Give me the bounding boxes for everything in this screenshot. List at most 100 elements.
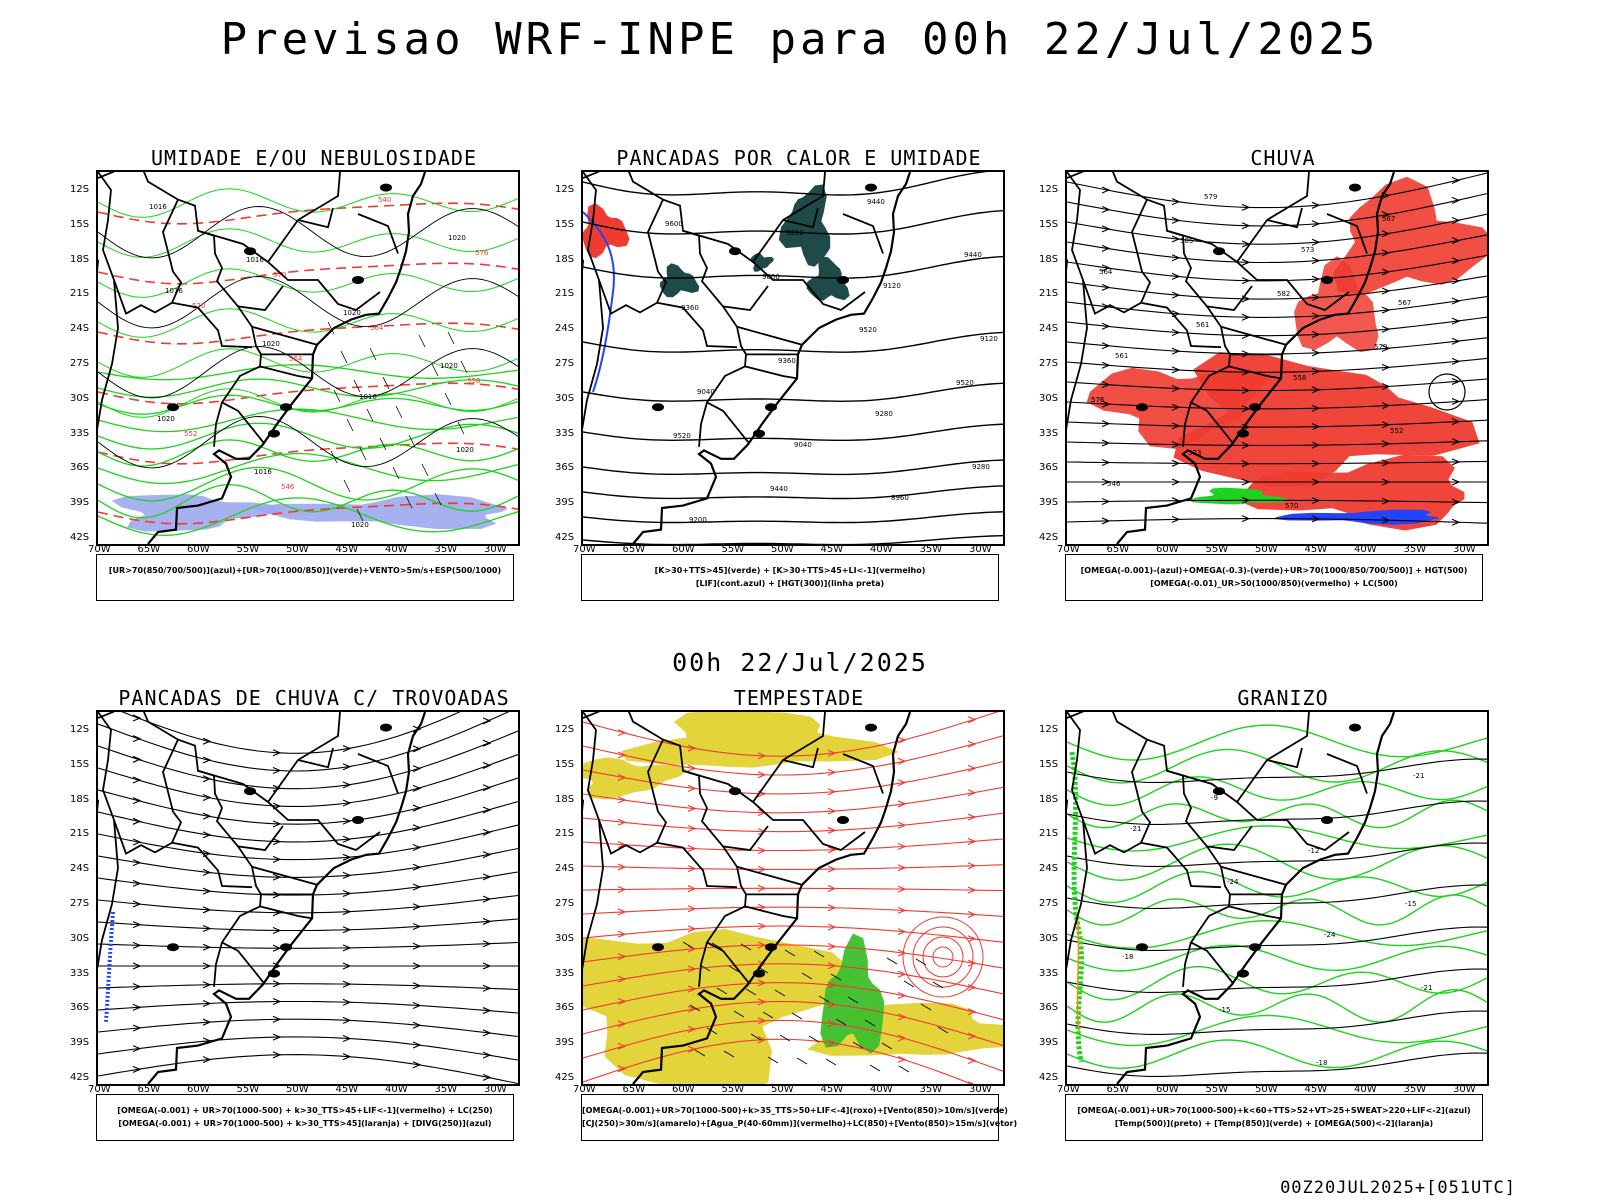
streamline-arrow xyxy=(617,1065,627,1073)
lat-tick-label: 42S xyxy=(1039,532,1059,543)
temperature-850-isotherm xyxy=(1067,799,1487,829)
streamline-arrow xyxy=(687,804,697,812)
streamline-850 xyxy=(583,1038,973,1084)
temperature-500-isotherm xyxy=(1067,1010,1487,1035)
streamline-arrow xyxy=(1311,423,1321,431)
streamline-arrow xyxy=(1381,363,1391,371)
streamline-arrow xyxy=(1101,342,1111,350)
streamline-arrow xyxy=(1241,277,1251,285)
lon-tick-label: 30W xyxy=(484,1084,507,1095)
political-border xyxy=(197,769,381,852)
streamline-500 xyxy=(1067,316,1487,337)
streamline-arrow xyxy=(412,903,422,911)
streamline-arrow xyxy=(272,838,282,846)
contour-label: 576 xyxy=(1091,396,1105,404)
streamline-arrow xyxy=(1101,478,1111,486)
wind-vector-850 xyxy=(791,1012,803,1020)
run-time-label: 00Z20JUL2025+[051UTC] xyxy=(1280,1178,1516,1198)
lat-tick-label: 36S xyxy=(1039,1002,1059,1014)
jet-stream-area xyxy=(583,929,858,1084)
lat-tick-label: 12S xyxy=(555,724,575,735)
political-border xyxy=(1266,207,1303,229)
wind-vector-850 xyxy=(903,980,915,988)
political-border xyxy=(1220,325,1287,346)
lat-tick-label: 15S xyxy=(70,218,90,230)
streamline-arrow xyxy=(342,1053,352,1061)
streamline-arrow xyxy=(482,1029,492,1037)
streamline-arrow xyxy=(757,998,767,1006)
forecast-map: 585 582 579 576 573 570 567 564 561 558 552 546 579 5… xyxy=(1065,170,1489,546)
lon-tick-label: 40W xyxy=(870,544,893,555)
political-border xyxy=(698,402,708,447)
streamline-arrow xyxy=(757,1036,767,1044)
streamline-arrow xyxy=(1451,418,1461,426)
streamline-arrow xyxy=(482,917,492,925)
temperature-500-isotherm xyxy=(1067,968,1487,993)
thickness-isoline xyxy=(98,502,518,525)
political-border xyxy=(213,402,223,447)
lat-tick-label: 21S xyxy=(1039,828,1059,840)
wind-vector xyxy=(366,408,374,422)
wind-vector-850 xyxy=(898,1065,910,1073)
thickness-isoline xyxy=(98,202,518,225)
contour-label: 567 xyxy=(1398,299,1411,307)
lon-tick-label: 35W xyxy=(434,544,458,555)
wind-vector-850 xyxy=(796,1057,808,1065)
panel-legend: [K>30+TTS>45](verde) + [K>30+TTS>45+LI<-… xyxy=(581,554,999,601)
streamline-arrow xyxy=(967,716,977,724)
lat-tick-label: 33S xyxy=(70,427,90,439)
streamline-arrow xyxy=(1451,196,1461,204)
streamline-arrow xyxy=(412,745,422,753)
political-border xyxy=(259,365,313,380)
valid-time-label: 00h 22/Jul/2025 xyxy=(672,648,928,677)
streamline-arrow xyxy=(967,837,977,845)
political-border xyxy=(297,207,334,229)
wind-vector-850 xyxy=(784,949,796,957)
lake xyxy=(380,183,392,192)
streamline-arrow xyxy=(1451,257,1461,265)
streamline-arrow xyxy=(1381,249,1391,257)
political-border xyxy=(1067,712,1152,855)
streamline-arrow xyxy=(617,975,627,983)
streamline-arrow xyxy=(967,959,977,967)
height-contour-300 xyxy=(583,535,1003,544)
streamline-arrow xyxy=(1241,460,1251,468)
streamline-arrow xyxy=(272,1051,282,1059)
panel-legend: [OMEGA(-0.001)+UR>70(1000-500)+k>35_TTS>… xyxy=(581,1094,1017,1141)
streamline-arrow xyxy=(132,755,142,763)
streamline-arrow xyxy=(897,906,907,914)
contour-label: 576 xyxy=(475,249,489,257)
political-border xyxy=(1166,229,1350,312)
streamline-arrow xyxy=(412,982,422,990)
political-border xyxy=(744,365,798,380)
streamline-arrow xyxy=(687,1025,697,1033)
wind-vector-850 xyxy=(818,995,830,1003)
lat-tick-label: 39S xyxy=(1039,1037,1059,1049)
streamline-arrow xyxy=(132,776,142,784)
streamline-arrow xyxy=(1101,361,1111,369)
lon-tick-label: 30W xyxy=(1453,544,1476,555)
lake xyxy=(1136,403,1148,412)
lake xyxy=(865,183,877,192)
contour-label: 564 xyxy=(1099,268,1113,276)
lon-tick-label: 55W xyxy=(1205,1084,1229,1095)
streamline-250 xyxy=(98,871,518,896)
streamline-500 xyxy=(1067,499,1487,504)
lon-tick-label: 30W xyxy=(969,1084,992,1095)
streamline-850 xyxy=(583,838,1003,852)
streamline-arrow xyxy=(1311,201,1321,209)
streamline-arrow xyxy=(1451,217,1461,225)
political-border xyxy=(656,301,738,349)
political-border xyxy=(698,942,708,987)
lat-tick-label: 21S xyxy=(1039,288,1059,300)
wind-vector xyxy=(421,463,429,477)
streamline-arrow xyxy=(897,736,907,744)
political-border xyxy=(1206,285,1253,311)
streamline-arrow xyxy=(827,807,837,815)
streamline-500 xyxy=(1067,378,1487,392)
wind-vector xyxy=(333,389,341,403)
streamline-arrow xyxy=(827,942,837,950)
political-border xyxy=(251,865,318,886)
streamline-arrow xyxy=(412,863,422,871)
forecast-map: -9 -12 -15 -18 -15 -18 -21 -21 -24 -24 -21 xyxy=(1065,710,1489,1086)
